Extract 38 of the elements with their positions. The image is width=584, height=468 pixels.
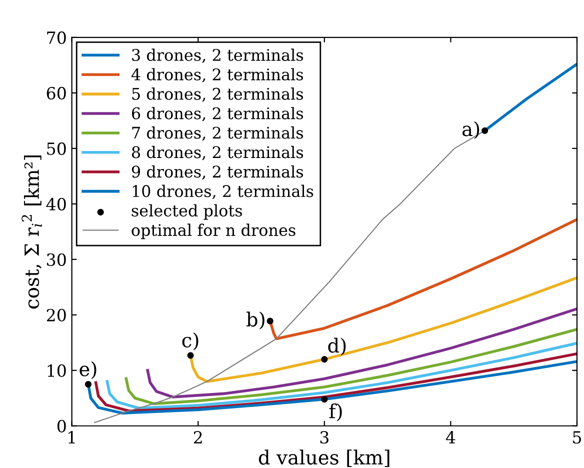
y-tick-label: 20 (46, 308, 66, 322)
legend-label: 6 drones, 2 terminals (132, 106, 304, 122)
x-tick-label: 5 (573, 431, 582, 444)
y-axis-title: cost, Σ r$_{i}$$^{2}$ [km²] (22, 155, 42, 309)
point (482, 127, 488, 134)
legend-label: optimal for n drones (132, 224, 296, 240)
legend-label: 3 drones, 2 terminals (132, 48, 304, 63)
y-tick-label: 60 (46, 86, 66, 100)
legend-label: 7 drones, 2 terminals (132, 126, 304, 141)
point (321, 396, 328, 403)
legend-label: 8 drones, 2 terminals (132, 146, 304, 160)
annotation: a) (462, 121, 480, 140)
legend-label: 9 drones, 2 terminals (132, 165, 304, 180)
point (187, 352, 194, 359)
legend-label: 4 drones, 2 terminals (131, 68, 304, 82)
y-tick-label: 40 (46, 198, 66, 210)
y-tick-label: 30 (47, 253, 66, 266)
point (321, 356, 328, 363)
annotation: b) (246, 312, 264, 330)
x-tick-label: 3 (320, 431, 328, 444)
y-tick-label: 50 (47, 142, 66, 155)
annotation: f) (329, 403, 342, 422)
legend-label: 10 drones, 2 terminals (132, 184, 314, 200)
y-tick-label: 10 (48, 364, 66, 377)
legend-label: selected plots (132, 204, 242, 220)
annotation: e) (80, 361, 96, 380)
x-tick-label: 1 (68, 431, 75, 444)
line-series (146, 307, 577, 398)
annotation: c) (182, 332, 198, 350)
x-axis-title: d values [km] (258, 450, 390, 467)
legend-label: 5 drones, 2 terminals (132, 88, 304, 102)
x-tick-label: 4 (446, 431, 456, 444)
point (84, 380, 92, 388)
y-tick-label: 0 (57, 420, 66, 432)
y-tick-label: 70 (47, 31, 66, 44)
point (266, 318, 274, 324)
x-tick-label: 2 (194, 431, 202, 444)
annotation: d) (328, 338, 346, 356)
